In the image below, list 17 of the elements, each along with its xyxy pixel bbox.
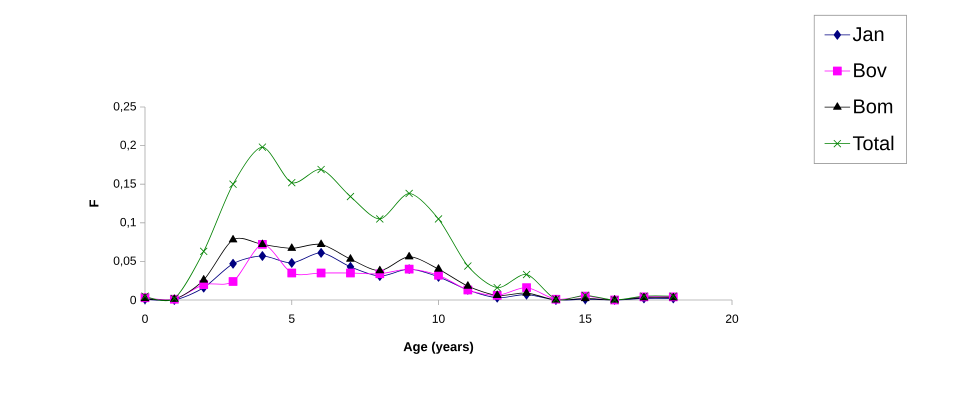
- x-axis-title: Age (years): [404, 342, 474, 354]
- x-tick-label: 5: [288, 314, 295, 323]
- legend-label: Bov: [854, 63, 887, 78]
- x-tick-label: 10: [432, 314, 445, 323]
- y-tick-label: 0,15: [114, 179, 136, 190]
- x-tick-label: 20: [726, 314, 738, 323]
- y-tick-label: 0: [130, 296, 136, 304]
- y-tick-label: 0,1: [120, 218, 136, 228]
- legend-label: Bom: [854, 100, 892, 114]
- y-tick-label: 0,05: [114, 256, 136, 266]
- y-tick-label: 0,25: [114, 102, 136, 112]
- legend-label: Total: [852, 136, 894, 150]
- legend-label: Jan: [852, 27, 884, 42]
- y-axis-title: F: [90, 200, 98, 207]
- x-tick-label: 0: [142, 314, 148, 323]
- x-tick-label: 15: [580, 314, 592, 323]
- y-tick-label: 0,2: [120, 140, 136, 151]
